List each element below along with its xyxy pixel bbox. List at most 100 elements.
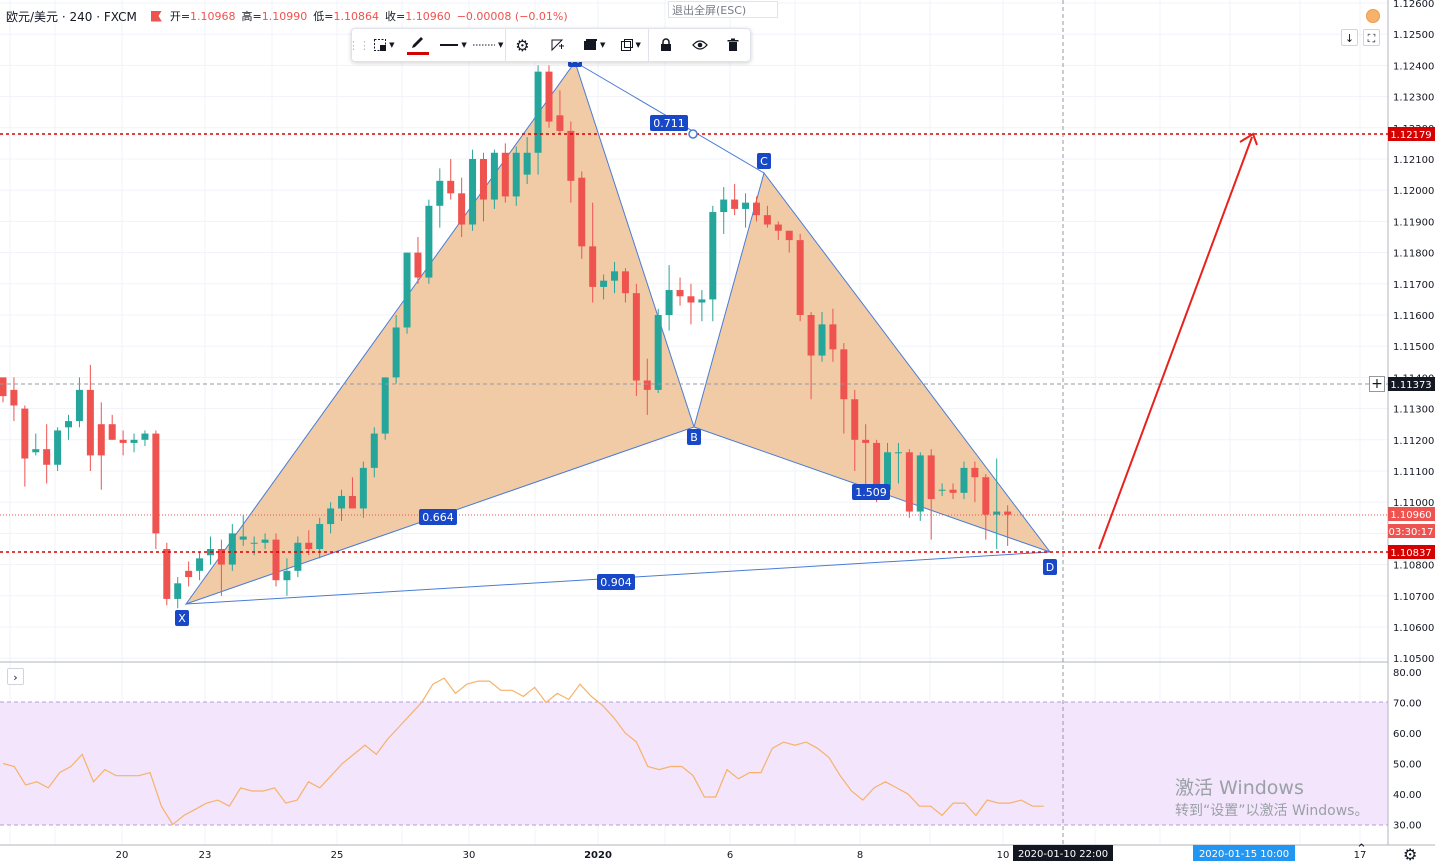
candle-body: [10, 389, 18, 406]
candle-body: [785, 230, 793, 241]
candle-body: [65, 421, 73, 428]
rsi-axis[interactable]: 80.00 70.00 60.00 50.00 40.00 30.00: [1393, 668, 1422, 832]
candle-body: [632, 293, 640, 381]
windows-activation-watermark: 激活 Windows: [1175, 777, 1304, 799]
candle-body: [228, 533, 236, 565]
ratio-label: 0.664: [422, 511, 454, 524]
high-label: 高=: [241, 10, 262, 23]
candle-body: [774, 224, 782, 231]
pattern-point-c[interactable]: C: [757, 153, 771, 169]
candle-body: [43, 449, 51, 465]
select-area-icon[interactable]: ▼: [366, 29, 402, 61]
close-label: 收=: [384, 10, 406, 23]
ratio-badge: [852, 484, 890, 500]
pattern-ratio[interactable]: 0.711: [650, 115, 688, 131]
symbol-legend: 欧元/美元 · 240 · FXCM 开= 1.10968 高= 1.10990 低…: [6, 8, 574, 24]
eye-icon[interactable]: [683, 29, 717, 61]
time-axis[interactable]: 20 23 25 30 2020 6 8 10 17 2020-01-10 22:00 2020-0…: [116, 845, 1367, 861]
alert-status-icon[interactable]: [1366, 9, 1380, 23]
pattern-point-d[interactable]: D: [1043, 559, 1057, 575]
symbol-title[interactable]: 欧元/美元 · 240 · FXCM: [6, 9, 137, 24]
candle-body: [523, 152, 531, 175]
pattern-ratio[interactable]: 0.904: [597, 574, 635, 590]
candle-body: [458, 193, 466, 225]
candle-body: [884, 452, 892, 490]
candle-body: [589, 246, 597, 287]
pattern-point-x[interactable]: X: [175, 610, 189, 626]
visual-order-icon[interactable]: [539, 29, 575, 61]
drag-handle-icon[interactable]: ⋮⋮: [348, 38, 370, 52]
candle-body: [545, 71, 553, 122]
point-badge: [757, 153, 771, 169]
candle-body: [567, 130, 575, 181]
settings-icon[interactable]: ⚙: [515, 35, 530, 55]
price-tick-label: 1.12300: [1393, 93, 1434, 104]
line-dash-icon[interactable]: ▼: [473, 41, 504, 49]
price-tick-label: 1.11600: [1393, 311, 1434, 322]
flag-icon[interactable]: [150, 10, 162, 22]
rsi-line: [2, 677, 1044, 826]
price-tick-label: 1.11200: [1393, 436, 1434, 447]
candle-body: [731, 199, 739, 209]
candle-body: [130, 439, 138, 443]
candle-body: [294, 542, 302, 571]
candle-body: [600, 280, 608, 287]
candle-body: [993, 511, 1001, 515]
countdown-tag-text: 03:30:17: [1389, 527, 1434, 538]
candle-body: [0, 377, 7, 397]
candle-body: [75, 389, 83, 422]
point-label: C: [760, 155, 768, 168]
last-price-tag-text: 1.10960: [1390, 510, 1431, 521]
forecast-arrow-line: [1098, 136, 1253, 550]
pattern-handle[interactable]: [688, 129, 698, 139]
pattern-ratio[interactable]: 1.509: [852, 484, 890, 500]
candle-body: [971, 467, 979, 478]
forecast-arrow[interactable]: [1098, 132, 1258, 550]
add-plus-icon[interactable]: +: [1369, 376, 1385, 392]
fullscreen-icon[interactable]: ⛶: [1363, 29, 1380, 46]
last-price-tag-bg: [1388, 507, 1435, 521]
candle-body: [174, 583, 182, 599]
candle-body: [283, 570, 291, 581]
candle-body: [501, 152, 509, 197]
candle-body: [698, 299, 706, 303]
candle-body: [381, 377, 389, 434]
time-tick-label: 30: [463, 850, 476, 861]
rsi-tick-label: 30.00: [1393, 821, 1422, 832]
price-axis[interactable]: 1.126001.125001.124001.123001.122001.121…: [1393, 0, 1434, 665]
expand-legend-icon[interactable]: ›: [7, 668, 24, 685]
candle-body: [348, 495, 356, 509]
clone-icon[interactable]: ▼: [612, 29, 648, 61]
candle-body: [54, 430, 62, 465]
exit-fullscreen-button[interactable]: 退出全屏(ESC): [668, 1, 778, 18]
candle-body: [556, 115, 564, 131]
timeframe-expand-icon[interactable]: ⌃: [1356, 842, 1367, 857]
pencil-icon[interactable]: [402, 29, 436, 61]
line-style-icon[interactable]: ▼: [440, 41, 467, 49]
price-tick-label: 1.11300: [1393, 405, 1434, 416]
candle-body: [261, 539, 269, 543]
settings-icon[interactable]: ⚙: [1403, 845, 1418, 864]
scroll-to-latest-icon[interactable]: ↓: [1341, 29, 1358, 46]
candle-body: [676, 290, 684, 297]
pattern-ratio[interactable]: 0.664: [419, 509, 457, 525]
ratio-badge: [419, 509, 457, 525]
rsi-band: [0, 702, 1388, 825]
candle-body: [479, 159, 487, 200]
upper-level-tag-bg: [1388, 127, 1435, 141]
xabcd-pattern[interactable]: [184, 60, 1052, 605]
candle-body: [250, 542, 258, 544]
lock-icon[interactable]: [649, 29, 683, 61]
candle-body: [534, 71, 542, 153]
price-tick-label: 1.11000: [1393, 498, 1434, 509]
time-tick-label: 25: [331, 850, 344, 861]
trash-icon[interactable]: [716, 29, 750, 61]
candle-body: [305, 542, 313, 549]
candle-body: [414, 252, 422, 278]
candle-body: [938, 489, 946, 491]
layers-icon[interactable]: ▼: [575, 29, 613, 61]
pattern-point-b[interactable]: B: [687, 429, 701, 445]
time-cursor-bg: [1013, 845, 1113, 861]
